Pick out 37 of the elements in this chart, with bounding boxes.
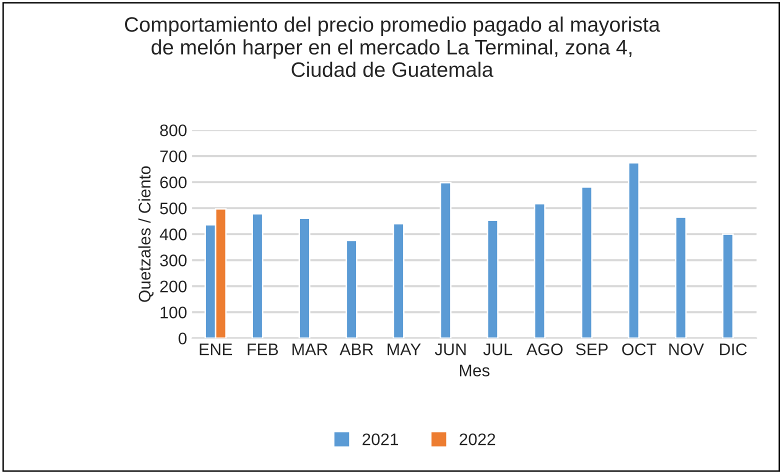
y-tick-label: 600	[160, 176, 187, 188]
y-tick-label: 800	[160, 124, 187, 136]
y-tick-label: 500	[160, 202, 187, 214]
y-tick-label: 400	[160, 228, 187, 240]
x-tick-label: JUL	[483, 344, 512, 356]
bar	[392, 223, 404, 338]
y-axis-title: Quetzales / Ciento	[138, 166, 154, 302]
bar	[674, 216, 687, 338]
bar	[722, 233, 734, 338]
x-tick-label: MAR	[292, 344, 328, 356]
y-tick-label: 300	[160, 254, 187, 266]
bar	[440, 182, 452, 338]
x-axis-title: Mes	[460, 364, 490, 376]
x-tick-label: NOV	[669, 343, 704, 356]
bar	[580, 186, 593, 338]
bar	[252, 213, 264, 338]
legend-label: 2022	[460, 433, 496, 446]
x-tick-label: ENE	[200, 344, 232, 356]
bar	[486, 220, 499, 338]
bar	[534, 203, 546, 338]
chart-title: Comportamiento del precio promedio pagado al mayorista de melón harper en el mercado La Terminal, zona 4, Ciudad de Guatemala	[124, 16, 660, 78]
legend-label: 2021	[362, 433, 398, 446]
x-tick-label: DIC	[720, 343, 747, 356]
y-tick-label: 0	[178, 332, 187, 344]
x-tick-label: JUN	[434, 344, 466, 356]
x-tick-label: OCT	[622, 343, 656, 356]
x-tick-label: MAY	[388, 344, 421, 356]
x-tick-label: FEB	[248, 344, 278, 356]
y-tick-label: 200	[160, 280, 187, 292]
bar	[628, 162, 640, 338]
x-tick-label: SEP	[576, 343, 608, 356]
bar	[346, 240, 358, 338]
y-tick-label: 100	[160, 306, 187, 318]
y-tick-label: 700	[160, 150, 187, 162]
bar	[298, 218, 310, 338]
x-tick-label: ABR	[340, 344, 374, 356]
x-tick-label: AGO	[526, 343, 563, 356]
